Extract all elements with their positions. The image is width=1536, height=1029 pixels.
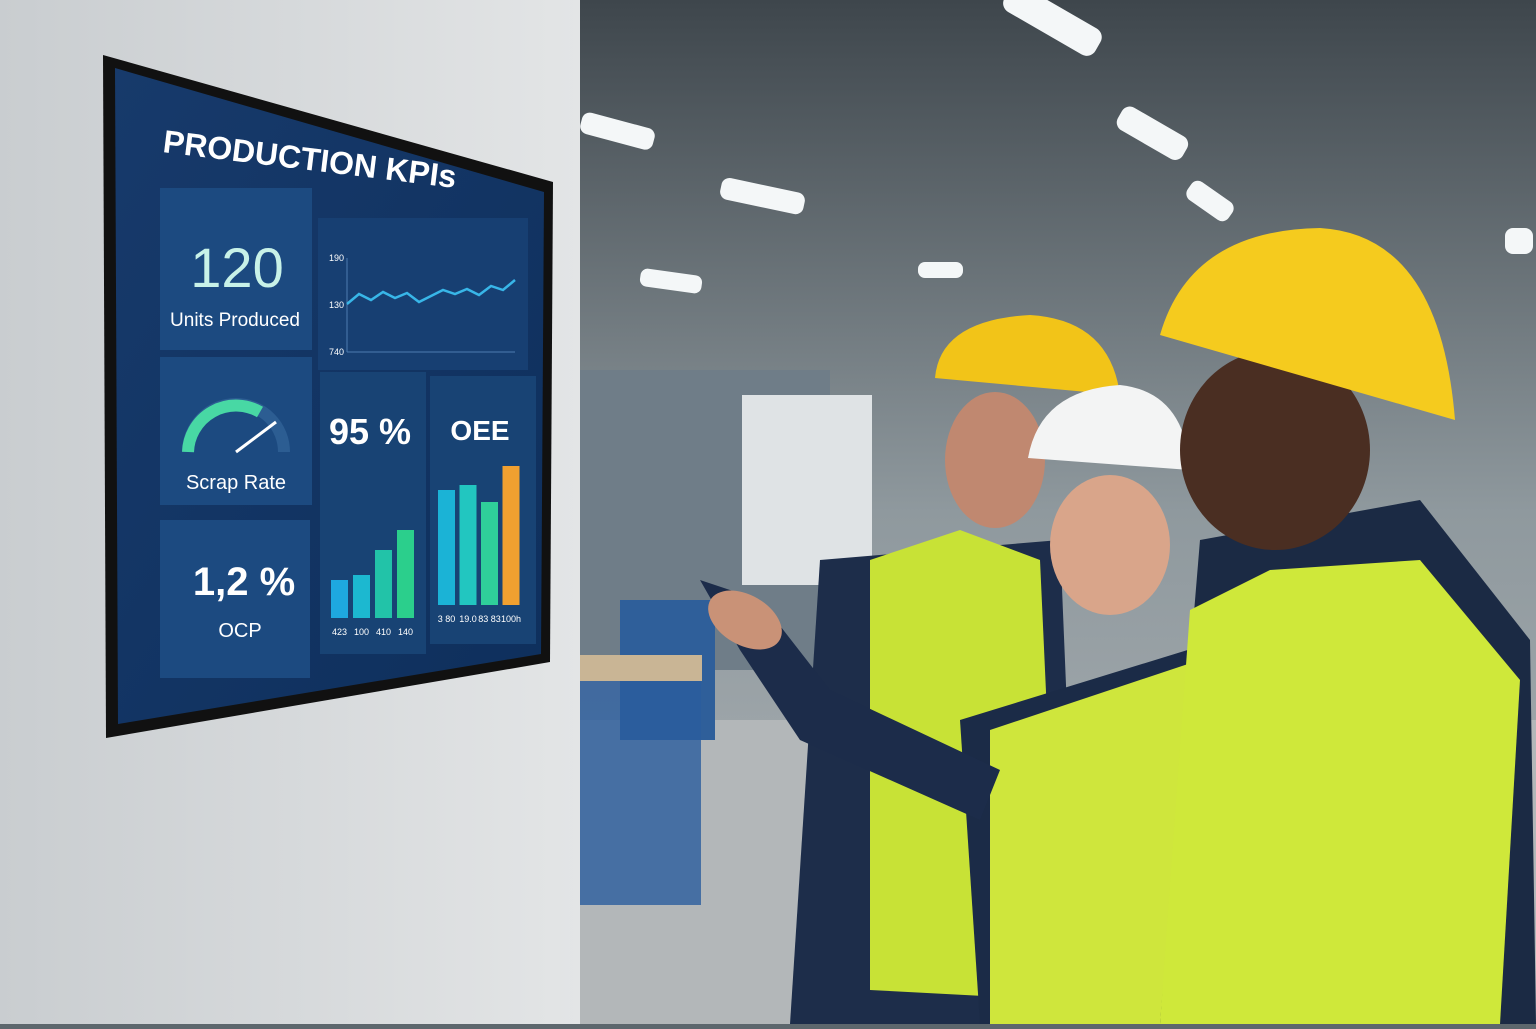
bar	[397, 530, 414, 618]
worker-head	[1180, 350, 1370, 550]
workers	[700, 228, 1536, 1024]
bar-chart-title: 95 %	[329, 411, 411, 452]
worker-head	[945, 392, 1045, 528]
ocp-label: OCP	[218, 620, 261, 642]
ceiling-lights	[580, 0, 1533, 294]
bar	[502, 466, 520, 605]
oee-title: OEE	[450, 415, 509, 446]
light	[720, 177, 805, 215]
x-tick-label: 3 80	[438, 614, 456, 624]
y-tick-label: 190	[329, 253, 344, 263]
bar	[353, 575, 370, 618]
y-tick-label: 130	[329, 300, 344, 310]
light	[580, 112, 655, 150]
light	[1186, 180, 1234, 222]
machine	[742, 395, 872, 585]
trend-line	[346, 279, 516, 305]
bar	[331, 580, 348, 618]
units-label: Units Produced	[170, 310, 300, 331]
hand	[708, 590, 782, 650]
units-value: 120	[190, 236, 283, 299]
tile	[160, 357, 312, 505]
scrap-label: Scrap Rate	[186, 472, 286, 494]
bar	[481, 502, 498, 605]
worker-head	[1050, 475, 1170, 615]
hard-hat	[935, 315, 1120, 395]
workbench	[576, 665, 701, 905]
x-tick-label: 140	[398, 627, 413, 637]
y-tick-label: 740	[329, 347, 344, 357]
bar	[459, 485, 477, 605]
x-tick-label: 19.0	[459, 614, 477, 624]
light	[918, 262, 963, 278]
workbench-top	[572, 655, 702, 681]
light	[1116, 106, 1189, 160]
tile	[160, 520, 310, 678]
x-tick-label: 100h	[501, 614, 521, 624]
x-tick-label: 410	[376, 627, 391, 637]
bar	[438, 490, 455, 605]
light	[1505, 228, 1533, 254]
light	[1003, 0, 1102, 56]
tile	[318, 218, 528, 370]
safety-vest	[1160, 560, 1520, 1024]
x-tick-label: 83 83	[478, 614, 501, 624]
light	[639, 268, 703, 294]
safety-vest	[990, 660, 1215, 1024]
hard-hat	[1028, 385, 1190, 470]
ocp-value: 1,2 %	[193, 560, 295, 604]
x-tick-label: 100	[354, 627, 369, 637]
gauge-needle	[235, 420, 277, 454]
hard-hat	[1160, 228, 1455, 420]
bar	[375, 550, 392, 618]
gauge-fill	[182, 399, 263, 453]
tile	[160, 188, 312, 350]
x-tick-label: 423	[332, 627, 347, 637]
